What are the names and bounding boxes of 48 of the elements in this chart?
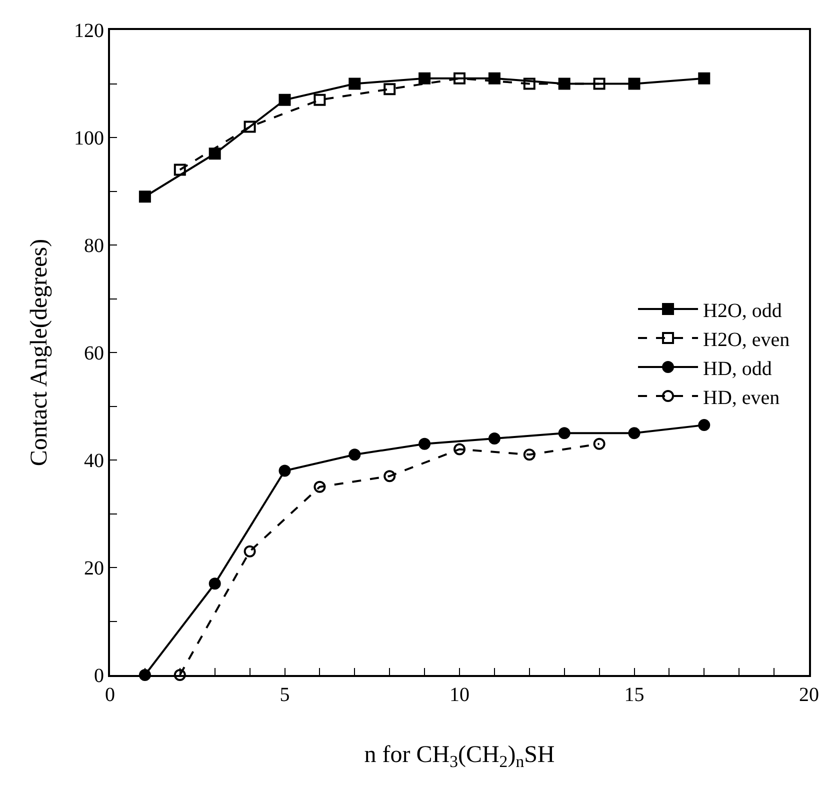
point xyxy=(488,432,500,444)
point xyxy=(244,545,256,558)
point xyxy=(418,72,431,84)
point xyxy=(593,78,606,90)
point xyxy=(628,78,640,90)
point xyxy=(348,78,361,90)
point xyxy=(593,438,606,450)
y-tick-label: 60 xyxy=(84,342,104,364)
y-tick-label: 120 xyxy=(74,20,104,42)
point xyxy=(698,72,710,84)
point xyxy=(208,148,221,160)
y-tick-label: 20 xyxy=(84,558,104,580)
legend-label: HD, odd xyxy=(703,358,772,380)
point xyxy=(314,480,326,493)
point xyxy=(278,464,291,477)
x-axis-title: n for CH$_{3}$(CH$_{2}$)$_{n}$SH xyxy=(364,742,555,771)
point xyxy=(558,427,570,440)
point xyxy=(628,427,640,440)
point xyxy=(174,164,186,176)
y-tick-label: 80 xyxy=(84,235,104,257)
point xyxy=(523,448,536,461)
point xyxy=(244,120,256,133)
point xyxy=(384,83,396,96)
x-tick-label: 5 xyxy=(280,684,290,706)
point xyxy=(558,78,570,90)
point xyxy=(698,419,710,432)
y-axis-title: Contact Angle(degrees) xyxy=(26,238,53,466)
legend-label: H2O, even xyxy=(703,328,790,351)
x-tick-label: 15 xyxy=(624,684,644,706)
point xyxy=(454,72,466,84)
point xyxy=(138,190,151,203)
point xyxy=(523,78,536,90)
x-tick-label: 20 xyxy=(799,684,819,706)
point xyxy=(348,448,361,461)
x-tick-label: 10 xyxy=(450,684,470,706)
y-tick-label: 40 xyxy=(84,450,104,472)
point xyxy=(488,72,500,84)
legend-label: HD, even xyxy=(703,386,780,409)
y-tick-label: 100 xyxy=(74,128,104,150)
point xyxy=(278,94,291,106)
point xyxy=(384,470,396,482)
point xyxy=(208,578,221,590)
point xyxy=(314,94,326,106)
legend-label: H2O, odd xyxy=(703,300,782,322)
point xyxy=(174,669,186,681)
y-tick-label: 0 xyxy=(94,665,104,687)
point xyxy=(418,438,431,450)
point xyxy=(454,443,466,456)
